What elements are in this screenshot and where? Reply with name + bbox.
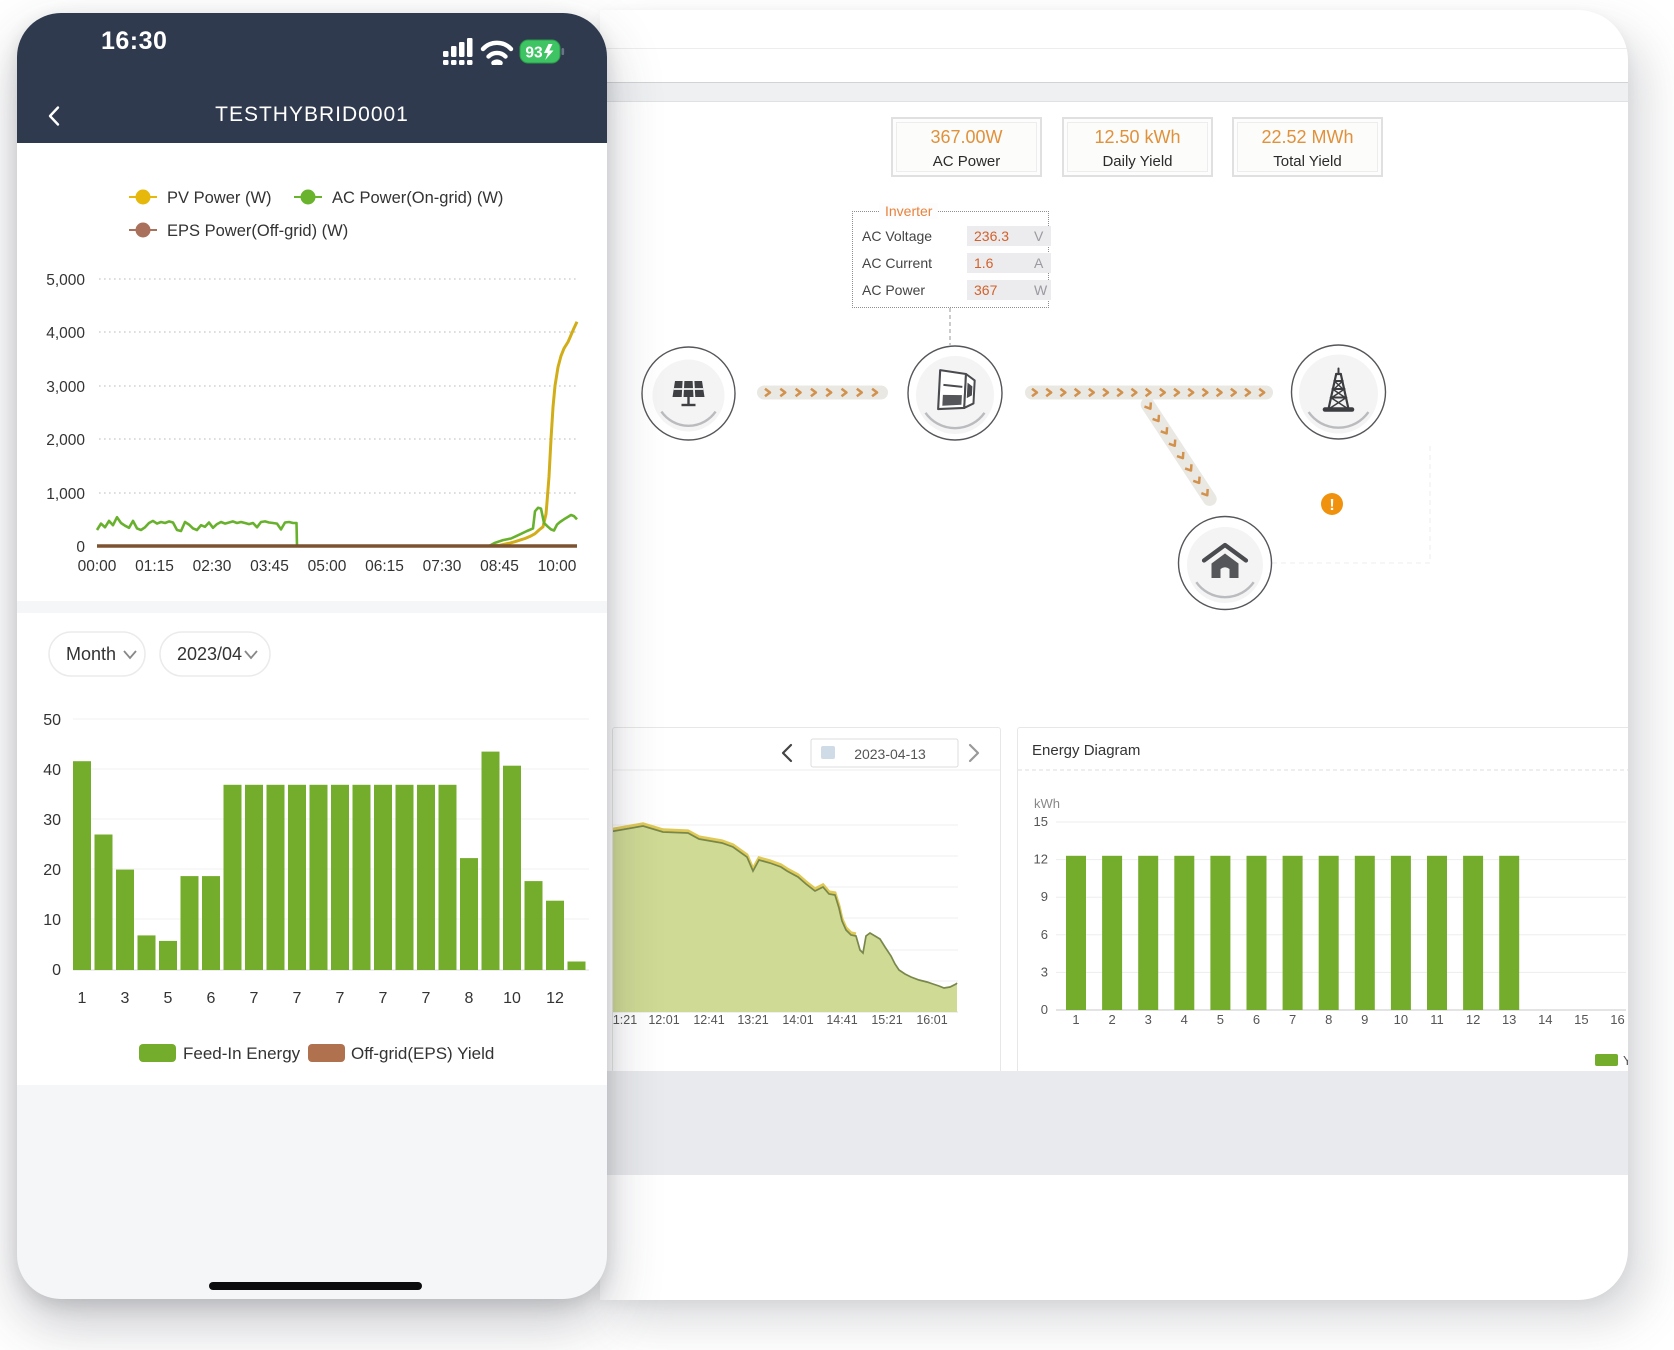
svg-text:7: 7 [1289, 1012, 1296, 1027]
svg-text:14: 14 [1538, 1012, 1552, 1027]
svg-text:Energy Diagram: Energy Diagram [1032, 742, 1140, 759]
svg-text:5: 5 [164, 990, 173, 1007]
svg-text:05:00: 05:00 [308, 558, 347, 575]
svg-text:6: 6 [1041, 927, 1048, 942]
svg-text:10: 10 [1394, 1012, 1408, 1027]
svg-text:12: 12 [1466, 1012, 1480, 1027]
svg-text:30: 30 [43, 812, 61, 829]
svg-text:14:41: 14:41 [826, 1013, 857, 1027]
svg-text:5: 5 [1217, 1012, 1224, 1027]
svg-text:9: 9 [1041, 889, 1048, 904]
svg-text:7: 7 [336, 990, 345, 1007]
svg-text:06:15: 06:15 [365, 558, 404, 575]
svg-text:16: 16 [1610, 1012, 1624, 1027]
svg-text:07:30: 07:30 [423, 558, 462, 575]
svg-text:Month: Month [66, 644, 116, 664]
svg-text:0: 0 [76, 539, 85, 556]
svg-text:AC Power(On-grid) (W): AC Power(On-grid) (W) [332, 189, 503, 207]
svg-text:16:01: 16:01 [916, 1013, 947, 1027]
svg-text:6: 6 [1253, 1012, 1260, 1027]
svg-text:12: 12 [546, 990, 564, 1007]
svg-text:EPS Power(Off-grid) (W): EPS Power(Off-grid) (W) [167, 222, 348, 240]
svg-text:50: 50 [43, 712, 61, 729]
svg-text:1: 1 [78, 990, 87, 1007]
svg-text:PV Power (W): PV Power (W) [167, 189, 272, 207]
svg-text:kWh: kWh [1034, 796, 1060, 811]
svg-text:15: 15 [1034, 814, 1048, 829]
svg-text:Off-grid(EPS) Yield: Off-grid(EPS) Yield [351, 1044, 494, 1063]
svg-text:3: 3 [121, 990, 130, 1007]
svg-text:8: 8 [1325, 1012, 1332, 1027]
svg-text:93: 93 [525, 45, 543, 62]
svg-text:9: 9 [1361, 1012, 1368, 1027]
svg-text:2023-04-13: 2023-04-13 [854, 746, 926, 762]
svg-text:11: 11 [1430, 1012, 1444, 1027]
svg-text:7: 7 [293, 990, 302, 1007]
svg-text:14:01: 14:01 [782, 1013, 813, 1027]
svg-text:7: 7 [250, 990, 259, 1007]
svg-text:02:30: 02:30 [193, 558, 232, 575]
svg-text:7: 7 [422, 990, 431, 1007]
svg-text:6: 6 [207, 990, 216, 1007]
svg-text:01:15: 01:15 [135, 558, 174, 575]
svg-text:08:45: 08:45 [480, 558, 519, 575]
svg-text:13:21: 13:21 [737, 1013, 768, 1027]
svg-text:12:01: 12:01 [648, 1013, 679, 1027]
svg-text:1,000: 1,000 [46, 486, 85, 503]
svg-text:0: 0 [52, 962, 61, 979]
svg-text:12: 12 [1034, 852, 1048, 867]
svg-text:11:21: 11:21 [613, 1013, 637, 1027]
svg-text:12:41: 12:41 [693, 1013, 724, 1027]
svg-text:10: 10 [43, 912, 61, 929]
svg-text:00:00: 00:00 [78, 558, 117, 575]
svg-text:20: 20 [43, 862, 61, 879]
svg-text:7: 7 [379, 990, 388, 1007]
svg-text:!: ! [1329, 497, 1334, 514]
svg-text:15:21: 15:21 [871, 1013, 902, 1027]
svg-text:2023/04: 2023/04 [177, 644, 242, 664]
svg-text:0: 0 [1041, 1002, 1048, 1017]
svg-text:13: 13 [1502, 1012, 1516, 1027]
svg-text:8: 8 [465, 990, 474, 1007]
svg-text:Yie: Yie [1623, 1053, 1628, 1068]
svg-text:3: 3 [1145, 1012, 1152, 1027]
svg-text:10: 10 [503, 990, 521, 1007]
svg-text:03:45: 03:45 [250, 558, 289, 575]
svg-text:40: 40 [43, 762, 61, 779]
svg-text:4,000: 4,000 [46, 325, 85, 342]
svg-text:2,000: 2,000 [46, 432, 85, 449]
svg-text:2: 2 [1108, 1012, 1115, 1027]
svg-text:15: 15 [1574, 1012, 1588, 1027]
svg-text:1: 1 [1072, 1012, 1079, 1027]
svg-text:5,000: 5,000 [46, 272, 85, 289]
svg-text:10:00: 10:00 [538, 558, 577, 575]
svg-text:3: 3 [1041, 964, 1048, 979]
svg-text:3,000: 3,000 [46, 379, 85, 396]
svg-text:Feed-In Energy: Feed-In Energy [183, 1044, 301, 1063]
svg-text:4: 4 [1181, 1012, 1188, 1027]
